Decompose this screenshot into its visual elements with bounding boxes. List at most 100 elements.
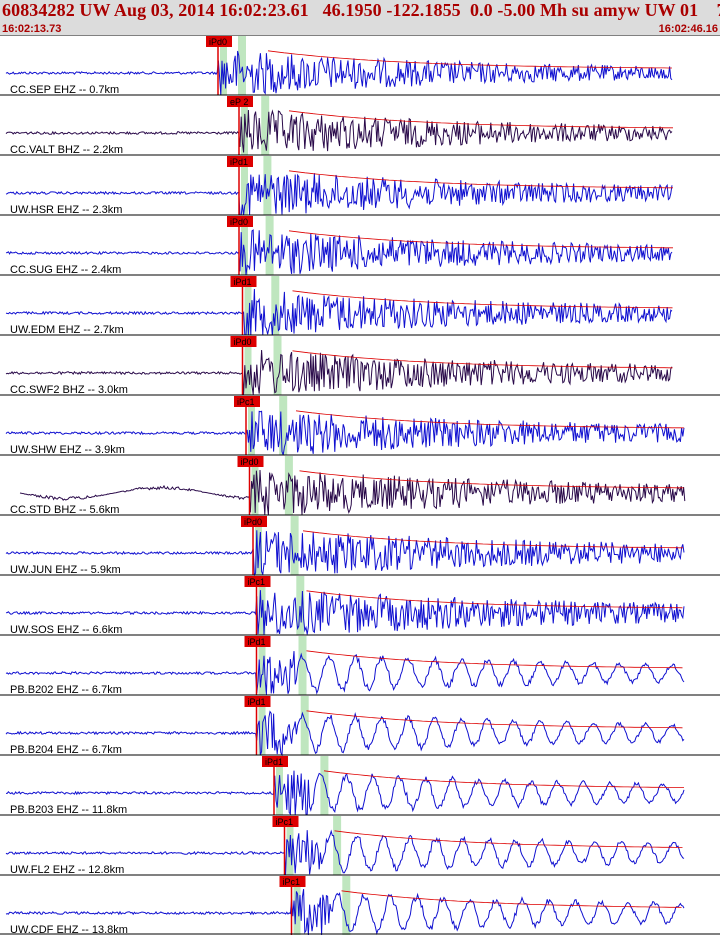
pick-label-box xyxy=(244,636,271,647)
waveform xyxy=(5,109,673,153)
pick-label-box xyxy=(230,336,257,347)
coda-curve xyxy=(288,230,673,249)
s-window xyxy=(261,96,270,155)
p-window xyxy=(258,636,266,695)
p-window xyxy=(241,216,248,275)
waveform xyxy=(5,229,673,276)
waveform xyxy=(5,50,673,96)
coda-curve xyxy=(292,350,673,369)
station-label: PB.B204 EHZ -- 6.7km xyxy=(10,744,122,756)
coda-curve xyxy=(292,290,673,309)
pick-label: iPd0 xyxy=(230,217,248,227)
station-label: UW.SOS EHZ -- 6.6km xyxy=(10,624,122,636)
trace-row: iPc1 UW.SOS EHZ -- 6.6km xyxy=(0,574,720,636)
trace-row: iPd0 CC.SEP EHZ -- 0.7km xyxy=(0,35,720,96)
s-window xyxy=(273,336,282,395)
trace-row: iPd0 CC.SUG EHZ -- 2.4km xyxy=(0,214,720,276)
s-window xyxy=(263,156,272,215)
pick-label: iPc1 xyxy=(237,397,255,407)
p-window xyxy=(241,156,248,215)
pick-label: iPc1 xyxy=(248,577,266,587)
coda-curve xyxy=(323,770,684,788)
trace-row: iPc1 UW.FL2 EHZ -- 12.8km xyxy=(0,814,720,876)
coda-curve xyxy=(306,710,683,729)
waveform xyxy=(6,770,685,816)
coda-curve xyxy=(288,110,673,129)
pick-label: iPd0 xyxy=(244,517,262,527)
station-label: UW.JUN EHZ -- 5.9km xyxy=(10,564,121,576)
pick-label-box xyxy=(272,816,299,827)
pick-label: iPd0 xyxy=(241,457,259,467)
station-label: CC.SUG EHZ -- 2.4km xyxy=(10,264,121,276)
station-label: CC.SWF2 BHZ -- 3.0km xyxy=(10,384,128,396)
station-label: CC.SEP EHZ -- 0.7km xyxy=(10,84,119,96)
coda-curve xyxy=(267,50,672,69)
header-bar: 60834282 UW Aug 03, 2014 16:02:23.61 46.… xyxy=(0,0,720,35)
time-end-label: 16:02:46.16 xyxy=(658,23,718,35)
s-window xyxy=(298,636,307,695)
trace-row: eP 2 CC.VALT BHZ -- 2.2km xyxy=(0,94,720,156)
station-label: PB.B203 EHZ -- 11.8km xyxy=(10,804,127,816)
s-window xyxy=(296,576,305,635)
waveform xyxy=(5,410,685,456)
station-label: CC.VALT BHZ -- 2.2km xyxy=(10,144,123,156)
waveform xyxy=(5,889,685,936)
s-window xyxy=(333,816,342,875)
p-window xyxy=(293,876,301,935)
p-window xyxy=(244,336,252,395)
p-window xyxy=(255,516,262,575)
pick-label-box xyxy=(234,396,260,407)
seismogram-plot: iPd0 CC.SEP EHZ -- 0.7km eP 2 CC.VALT BHZ -… xyxy=(0,35,720,936)
pick-label-box xyxy=(237,456,264,467)
s-window xyxy=(238,36,246,95)
trace-row: iPd0 UW.JUN EHZ -- 5.9km xyxy=(0,514,720,577)
trace-row: iPd0 CC.SWF2 BHZ -- 3.0km xyxy=(0,334,720,396)
waveform xyxy=(5,530,685,577)
pick-label: iPd0 xyxy=(234,337,252,347)
coda-curve xyxy=(302,530,683,549)
p-window xyxy=(244,276,252,335)
station-label: CC.STD BHZ -- 5.6km xyxy=(10,504,119,516)
waveform xyxy=(5,829,685,875)
coda-curve xyxy=(295,410,685,429)
pick-label-box xyxy=(241,516,267,527)
p-window xyxy=(251,456,259,515)
pick-label: iPd1 xyxy=(230,157,248,167)
s-window xyxy=(342,876,351,935)
trace-row: iPc1 UW.SHW EHZ -- 3.9km xyxy=(0,394,720,456)
p-window xyxy=(276,756,283,815)
waveform xyxy=(5,288,673,336)
trace-row: iPd1 PB.B202 EHZ -- 6.7km xyxy=(0,634,720,696)
trace-row: iPc1 UW.CDF EHZ -- 13.8km xyxy=(0,874,720,936)
s-window xyxy=(279,396,288,455)
s-window xyxy=(284,456,293,515)
waveform xyxy=(19,469,686,516)
pick-label-box xyxy=(244,576,271,587)
coda-curve xyxy=(288,170,673,189)
pick-label-box xyxy=(262,756,288,767)
pick-label: iPd0 xyxy=(209,37,227,47)
station-label: UW.SHW EHZ -- 3.9km xyxy=(10,444,125,456)
pick-label-box xyxy=(227,216,253,227)
trace-row: iPd1 PB.B203 EHZ -- 11.8km xyxy=(0,754,720,816)
coda-curve xyxy=(299,470,684,489)
station-label: UW.HSR EHZ -- 2.3km xyxy=(10,204,122,216)
s-window xyxy=(320,756,329,815)
trace-row: iPd1 PB.B204 EHZ -- 6.7km xyxy=(0,694,720,757)
pick-label: eP 2 xyxy=(230,97,248,107)
time-start-label: 16:02:13.73 xyxy=(2,23,62,35)
station-label: UW.FL2 EHZ -- 12.8km xyxy=(10,864,124,876)
waveform xyxy=(5,173,673,216)
s-window xyxy=(290,516,299,575)
coda-curve xyxy=(306,590,683,609)
pick-label-box xyxy=(230,276,257,287)
trace-row: iPd0 CC.STD BHZ -- 5.6km xyxy=(0,454,720,516)
p-window xyxy=(220,36,227,95)
pick-label: iPc1 xyxy=(283,877,301,887)
waveform xyxy=(5,710,685,757)
pick-label-box xyxy=(227,96,253,107)
station-label: UW.CDF EHZ -- 13.8km xyxy=(10,924,128,936)
s-window xyxy=(300,696,309,755)
pick-label: iPd1 xyxy=(265,757,283,767)
coda-curve xyxy=(334,830,683,848)
